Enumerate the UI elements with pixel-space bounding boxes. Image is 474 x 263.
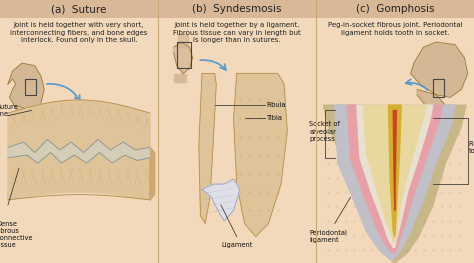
Polygon shape bbox=[16, 105, 38, 132]
Text: Ligament: Ligament bbox=[221, 242, 253, 248]
Text: Dense
fibrous
connective
tissue: Dense fibrous connective tissue bbox=[0, 221, 33, 248]
Polygon shape bbox=[180, 74, 183, 82]
FancyBboxPatch shape bbox=[0, 0, 158, 18]
Bar bbox=[433, 79, 444, 97]
Polygon shape bbox=[335, 105, 455, 260]
FancyBboxPatch shape bbox=[158, 0, 316, 18]
Bar bbox=[25, 79, 36, 95]
Polygon shape bbox=[150, 147, 155, 200]
Polygon shape bbox=[177, 74, 180, 82]
Polygon shape bbox=[8, 153, 150, 200]
Text: Root of
tooth: Root of tooth bbox=[469, 141, 474, 154]
Polygon shape bbox=[389, 105, 401, 237]
Bar bbox=[177, 42, 191, 68]
Polygon shape bbox=[8, 100, 150, 153]
Polygon shape bbox=[234, 74, 287, 237]
Polygon shape bbox=[324, 105, 466, 263]
Polygon shape bbox=[178, 34, 188, 47]
Polygon shape bbox=[199, 74, 216, 224]
FancyBboxPatch shape bbox=[316, 0, 474, 18]
Polygon shape bbox=[183, 74, 186, 82]
Text: (a)  Suture: (a) Suture bbox=[51, 4, 107, 14]
Text: Peg-in-socket fibrous joint. Periodontal
ligament holds tooth in socket.: Peg-in-socket fibrous joint. Periodontal… bbox=[328, 22, 462, 36]
Text: Socket of
alveolar
process: Socket of alveolar process bbox=[310, 122, 340, 141]
Text: Tibia: Tibia bbox=[267, 115, 283, 121]
Polygon shape bbox=[173, 74, 177, 82]
Text: (c)  Gomphosis: (c) Gomphosis bbox=[356, 4, 434, 14]
Text: Periodontal
ligament: Periodontal ligament bbox=[310, 230, 347, 243]
Polygon shape bbox=[347, 105, 442, 252]
Polygon shape bbox=[173, 42, 192, 74]
Text: Joint is held together with very short,
interconnecting fibers, and bone edges
i: Joint is held together with very short, … bbox=[10, 22, 147, 43]
Text: Fibula: Fibula bbox=[267, 102, 286, 108]
Polygon shape bbox=[363, 105, 427, 242]
Polygon shape bbox=[393, 110, 396, 210]
Polygon shape bbox=[8, 63, 44, 116]
Polygon shape bbox=[8, 139, 150, 163]
Polygon shape bbox=[410, 42, 468, 97]
Polygon shape bbox=[357, 105, 433, 247]
Polygon shape bbox=[202, 179, 240, 221]
Text: (b)  Syndesmosis: (b) Syndesmosis bbox=[192, 4, 282, 14]
Text: Joint is held together by a ligament.
Fibrous tissue can vary in length but
is l: Joint is held together by a ligament. Fi… bbox=[173, 22, 301, 43]
Polygon shape bbox=[417, 89, 446, 116]
Text: Suture
line: Suture line bbox=[0, 104, 18, 117]
